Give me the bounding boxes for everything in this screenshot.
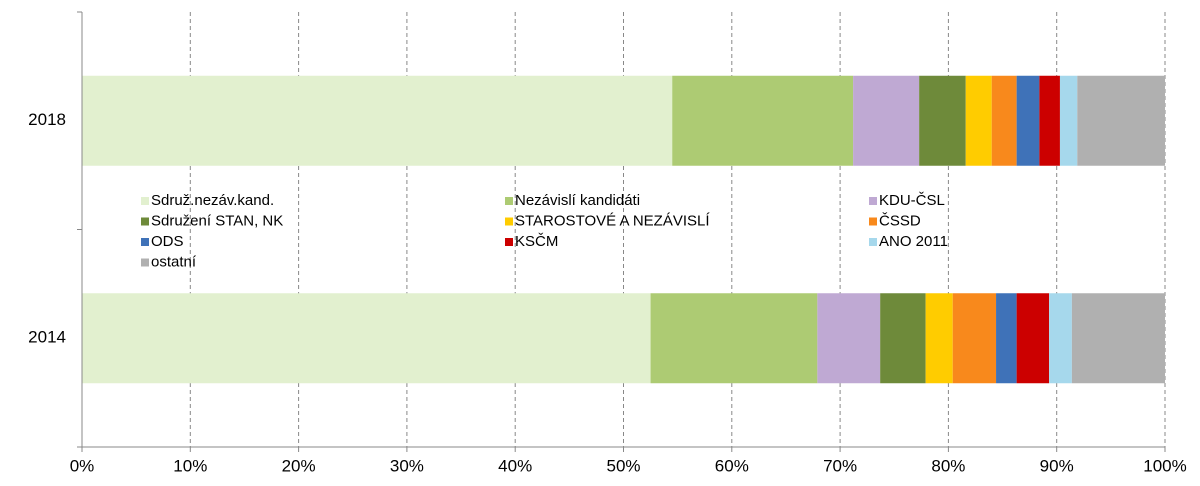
x-tick-label: 0% — [70, 456, 95, 475]
bar-segment — [817, 293, 881, 384]
bar-segment — [1059, 75, 1078, 166]
x-tick-label: 10% — [173, 456, 207, 475]
bar-segment — [952, 293, 997, 384]
y-tick-label: 2014 — [28, 328, 66, 347]
legend-swatch — [141, 217, 149, 226]
legend-swatch — [869, 197, 877, 205]
legend-swatch — [141, 238, 149, 246]
bar-segment — [1016, 293, 1050, 384]
bar-segment — [853, 75, 920, 166]
legend-label: ODS — [151, 233, 184, 250]
x-tick-label: 30% — [390, 456, 424, 475]
bar-segment — [672, 75, 854, 166]
legend-label: ANO 2011 — [879, 233, 948, 250]
bar-segment — [1016, 75, 1040, 166]
bar-segment — [650, 293, 818, 384]
bar-segment — [82, 75, 673, 166]
bar-segment — [880, 293, 926, 384]
x-tick-label: 20% — [282, 456, 316, 475]
bar-segment — [1039, 75, 1060, 166]
legend-label: Nezávislí kandidáti — [515, 192, 640, 209]
legend-swatch — [505, 238, 513, 246]
x-tick-label: 40% — [498, 456, 532, 475]
legend-label: Sdružení STAN, NK — [151, 212, 283, 229]
legend-swatch — [869, 217, 877, 226]
legend-swatch — [141, 197, 149, 205]
bar-segment — [919, 75, 966, 166]
bar-segment — [925, 293, 953, 384]
x-tick-label: 60% — [715, 456, 749, 475]
legend-label: Sdruž.nezáv.kand. — [151, 192, 274, 209]
bar-segment — [996, 293, 1017, 384]
legend-label: ostatní — [151, 253, 197, 270]
x-tick-label: 70% — [823, 456, 857, 475]
x-tick-label: 50% — [606, 456, 640, 475]
x-tick-label: 80% — [931, 456, 965, 475]
bar-segment — [991, 75, 1017, 166]
legend-label: STAROSTOVÉ A NEZÁVISLÍ — [515, 212, 710, 229]
bar-segment — [1071, 293, 1165, 384]
bar-segment — [82, 293, 651, 384]
legend-label: KSČM — [515, 233, 558, 250]
legend-swatch — [141, 258, 149, 267]
legend-label: KDU-ČSL — [879, 192, 945, 209]
legend-swatch — [869, 238, 877, 246]
y-tick-label: 2018 — [28, 110, 66, 129]
legend-swatch — [505, 197, 513, 205]
legend-swatch — [505, 217, 513, 226]
x-tick-label: 100% — [1143, 456, 1186, 475]
bar-segment — [965, 75, 992, 166]
bar-segment — [1049, 293, 1072, 384]
legend-label: ČSSD — [879, 212, 921, 229]
x-tick-label: 90% — [1040, 456, 1074, 475]
bar-segment — [1077, 75, 1165, 166]
